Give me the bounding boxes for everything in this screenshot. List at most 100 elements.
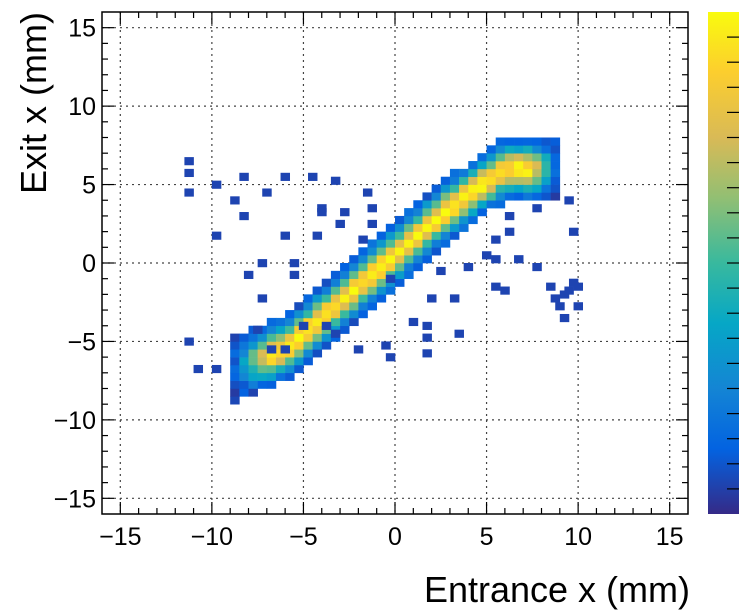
heatmap-bin — [395, 247, 405, 256]
heatmap-bin — [289, 259, 300, 268]
heatmap-bin — [257, 380, 268, 389]
x-tick-label: −10 — [191, 523, 233, 551]
heatmap-bin — [573, 302, 584, 311]
heatmap-bin — [477, 153, 487, 162]
heatmap-bin — [248, 364, 258, 374]
heatmap-bin — [340, 302, 350, 311]
heatmap-bin — [376, 294, 387, 303]
heatmap-bin — [395, 215, 405, 225]
heatmap-bin — [230, 364, 240, 374]
heatmap-bin — [404, 231, 414, 240]
heatmap-bin — [546, 282, 556, 291]
y-tick-label: −5 — [67, 328, 96, 356]
heatmap-bin — [422, 223, 432, 232]
heatmap-bin — [367, 239, 377, 248]
heatmap-bin — [449, 215, 460, 225]
heatmap-bin — [340, 294, 350, 303]
heatmap-bin — [404, 239, 414, 248]
heatmap-bin — [440, 184, 451, 193]
heatmap-bin — [280, 345, 291, 354]
heatmap-bin — [385, 353, 396, 362]
heatmap-bin — [385, 255, 396, 264]
heatmap-bin — [257, 349, 268, 358]
heatmap-bin — [321, 286, 332, 295]
heatmap-bin — [266, 317, 277, 327]
heatmap-bin — [532, 145, 542, 154]
heatmap-bin — [514, 255, 524, 264]
heatmap-bin — [532, 161, 542, 170]
heatmap-bin — [449, 192, 460, 201]
heatmap-bin — [413, 255, 423, 264]
heatmap-bin — [550, 294, 561, 303]
heatmap-bin — [239, 212, 249, 221]
heatmap-bin — [367, 286, 377, 295]
heatmap-bin — [404, 255, 414, 264]
heatmap-bin — [312, 325, 323, 334]
heatmap-bin — [358, 286, 368, 295]
heatmap-bin — [303, 333, 313, 342]
heatmap-bin — [550, 145, 561, 154]
heatmap-bin — [294, 333, 304, 342]
heatmap-bin — [440, 176, 451, 185]
y-tick-label: 5 — [82, 172, 96, 200]
heatmap-bin — [404, 270, 414, 279]
heatmap-bin — [321, 310, 332, 319]
y-tick-label: 10 — [68, 93, 96, 121]
heatmap-bin — [230, 341, 240, 350]
heatmap-bin — [349, 263, 359, 272]
heatmap-bin — [422, 192, 432, 201]
heatmap-bin — [422, 321, 432, 330]
heatmap-bin — [504, 227, 515, 236]
heatmap-bin — [275, 317, 286, 327]
heatmap-bin — [303, 341, 313, 350]
heatmap-bin — [459, 176, 469, 185]
heatmap-bin — [294, 357, 304, 366]
heatmap-bin — [468, 200, 478, 209]
heatmap-bin — [257, 259, 268, 268]
heatmap-bin — [239, 172, 249, 181]
heatmap-bin — [340, 270, 350, 279]
heatmap-bin — [459, 192, 469, 201]
heatmap-bin — [248, 333, 258, 342]
heatmap-bin — [312, 333, 323, 342]
heatmap-bin — [413, 231, 423, 240]
heatmap-bin — [349, 286, 359, 295]
heatmap-bin — [330, 294, 341, 303]
heatmap-bin — [330, 278, 341, 287]
heatmap-bin — [550, 192, 561, 201]
heatmap-bin — [248, 341, 258, 350]
heatmap-bin — [568, 278, 579, 287]
heatmap-bin — [413, 200, 423, 209]
heatmap-bin — [230, 349, 240, 358]
y-tick-label: 0 — [82, 250, 96, 278]
heatmap-bin — [468, 176, 478, 185]
heatmap-bin — [257, 372, 268, 381]
heatmap-bin — [358, 255, 368, 264]
heatmap-bin — [404, 247, 414, 256]
heatmap-bin — [413, 223, 423, 232]
heatmap-bin — [431, 231, 442, 240]
heatmap-bin — [230, 196, 240, 205]
colorbar-ticks — [727, 36, 739, 490]
heatmap-bin — [239, 364, 249, 374]
heatmap-bin — [422, 255, 432, 264]
heatmap-bin — [321, 278, 332, 287]
heatmap-bin — [248, 372, 258, 381]
heatmap-bin — [317, 208, 327, 217]
heatmap-bin — [550, 168, 561, 178]
heatmap-bin — [266, 345, 277, 354]
heatmap-bin — [395, 239, 405, 248]
heatmap-bin — [275, 333, 286, 342]
x-axis-title: Entrance x (mm) — [424, 569, 690, 610]
heatmap-bin — [266, 325, 277, 334]
heatmap-bin — [308, 172, 318, 181]
heatmap-bin — [358, 263, 368, 272]
heatmap-bin — [239, 333, 249, 342]
heatmap-bin — [422, 333, 432, 342]
heatmap-bin — [376, 263, 387, 272]
heatmap-bin — [349, 255, 359, 264]
y-tick-label: −15 — [54, 485, 96, 513]
heatmap-bin — [294, 310, 304, 319]
heatmap-bin — [532, 176, 542, 185]
heatmap-bin — [422, 247, 432, 256]
